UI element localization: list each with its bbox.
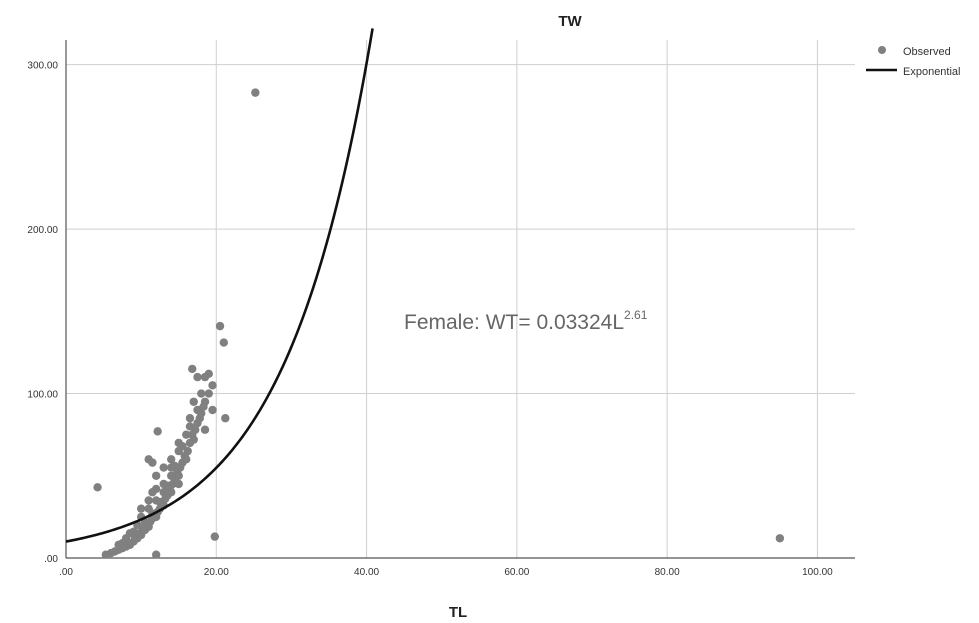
- observed-point: [189, 435, 198, 444]
- y-tick-label: 300.00: [27, 61, 58, 72]
- observed-point: [221, 414, 230, 423]
- observed-point: [114, 540, 123, 550]
- x-tick-label: 100.00: [802, 567, 833, 578]
- observed-point: [144, 496, 153, 505]
- observed-point: [153, 427, 162, 436]
- axes: [65, 40, 855, 559]
- observed-point: [185, 422, 195, 431]
- observed-point: [93, 483, 102, 492]
- observed-point: [174, 471, 183, 480]
- observed-point: [129, 527, 138, 536]
- observed-point: [159, 488, 168, 497]
- y-tick-label: .00: [44, 554, 58, 565]
- observed-point: [136, 504, 146, 513]
- x-tick-label: 60.00: [504, 567, 529, 578]
- x-axis-label: TL: [449, 604, 467, 621]
- observed-point: [182, 430, 191, 439]
- tick-labels: .00 20.00 40.00 60.00 80.00 100.00 .00 100.00 20…: [27, 61, 833, 578]
- legend: Observed Exponential: [866, 46, 961, 78]
- x-tick-label: 80.00: [655, 567, 680, 578]
- observed-point: [182, 455, 191, 464]
- observed-point: [178, 441, 187, 451]
- observed-point: [167, 471, 176, 480]
- observed-point: [167, 455, 176, 464]
- observed-point: [208, 381, 217, 390]
- observed-point: [183, 446, 192, 456]
- observed-point: [210, 532, 219, 541]
- fit-equation-exponent: 2.61: [624, 308, 648, 322]
- legend-exponential-label: Exponential: [903, 66, 961, 78]
- observed-point: [167, 488, 176, 497]
- observed-point: [189, 397, 198, 406]
- observed-point: [151, 484, 161, 494]
- legend-observed-label: Observed: [903, 46, 951, 58]
- observed-point: [200, 425, 210, 434]
- observed-point: [775, 534, 785, 543]
- observed-point: [204, 369, 213, 379]
- observed-point: [151, 550, 161, 559]
- observed-point: [215, 321, 225, 331]
- observed-point: [200, 397, 210, 406]
- x-tick-label: .00: [59, 567, 73, 578]
- observed-point: [204, 389, 213, 398]
- observed-point: [188, 364, 197, 374]
- observed-point: [193, 372, 202, 382]
- x-tick-label: 40.00: [354, 567, 379, 578]
- observed-point: [185, 414, 195, 423]
- fit-equation-text: Female: WT= 0.03324L: [404, 311, 624, 334]
- observed-point: [148, 458, 157, 467]
- observed-point: [197, 389, 206, 398]
- observed-point: [155, 497, 165, 507]
- observed-point: [174, 479, 183, 489]
- observed-point: [163, 481, 172, 490]
- legend-observed-marker: [878, 46, 886, 54]
- observed-point: [159, 463, 168, 472]
- observed-point: [193, 405, 202, 415]
- observed-point: [208, 405, 217, 415]
- observed-point: [151, 471, 161, 480]
- gridlines: [66, 40, 855, 558]
- x-tick-label: 20.00: [204, 567, 229, 578]
- observed-point: [219, 338, 228, 347]
- y-tick-label: 200.00: [27, 225, 58, 236]
- observed-point: [170, 461, 180, 471]
- exponential-fit-curve: [65, 28, 374, 543]
- y-tick-label: 100.00: [27, 390, 58, 401]
- fit-equation-annotation: Female: WT= 0.03324L2.61: [404, 308, 648, 334]
- chart-title: TW: [558, 13, 582, 30]
- observed-point: [251, 88, 260, 97]
- observed-points: [93, 88, 785, 559]
